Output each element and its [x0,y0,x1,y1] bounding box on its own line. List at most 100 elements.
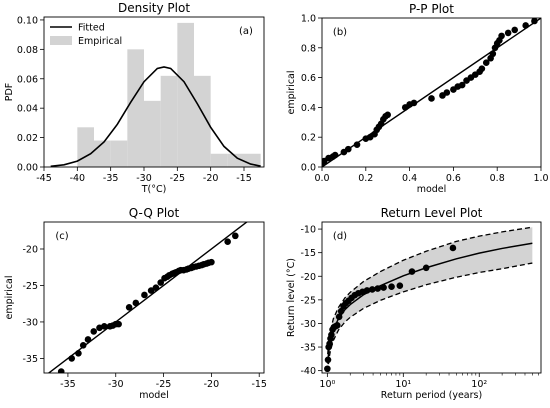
data-point [482,59,490,66]
data-point [374,285,381,292]
scatter-points [57,232,239,373]
panel-tag: (b) [333,27,347,38]
histogram-bar [144,100,161,167]
histogram-bar [160,75,178,167]
histogram-bar [210,153,228,167]
reference-line [47,222,248,373]
y-tick-label: -35 [300,343,316,354]
x-tick-label: 0.6 [446,173,461,184]
histogram-bar [177,22,194,167]
data-point [368,286,376,293]
data-point [511,26,519,34]
data-point [498,32,505,40]
data-point [408,268,416,275]
x-axis-label: model [417,184,447,195]
data-point [141,291,148,299]
x-tick-label: 10² [471,379,487,390]
data-point [337,307,345,315]
data-point [388,283,395,290]
data-point [132,299,140,307]
y-tick-label: 0.02 [17,133,38,144]
y-tick-label: -30 [22,317,38,328]
data-point [531,18,538,25]
y-tick-label: 0.08 [17,45,38,56]
x-tick-label: -20 [203,173,219,184]
confidence-band [327,227,533,373]
axes-frame [43,16,265,168]
data-point [224,238,231,245]
data-point [335,313,343,321]
histogram-bar [227,153,244,167]
x-tick-label: -35 [60,379,76,390]
data-point [152,284,160,291]
data-point [363,287,371,294]
data-point [353,141,361,148]
x-axis-label: T(°C) [141,184,167,195]
x-tick-label: -30 [136,173,152,184]
data-point [522,22,529,29]
histogram-bar [77,127,94,167]
data-point [333,322,341,329]
y-tick-label: -35 [22,354,38,365]
y-axis-label: Return level (°C) [286,258,297,337]
data-point [125,304,133,311]
x-tick-label: 0.0 [314,173,329,184]
y-tick-label: 0.4 [301,103,316,114]
data-point [157,279,164,286]
x-axis-label: model [139,390,169,401]
x-tick-label: -25 [156,379,172,390]
x-tick-label: -40 [70,173,86,184]
legend-label-fitted: Fitted [78,23,105,34]
y-tick-label: -25 [22,281,38,292]
scatter-points [324,244,457,373]
x-tick-label: -45 [36,173,52,184]
data-point [504,29,512,37]
y-tick-label: -30 [300,319,316,330]
data-point [147,287,155,294]
data-point [331,151,339,159]
data-point [428,95,435,102]
fitted-curve [50,66,261,167]
y-tick-label: 1.0 [301,14,316,25]
y-tick-label: 0.2 [301,133,316,144]
x-axis-label: Return period (years) [381,390,482,401]
data-point [384,111,392,119]
x-tick-label: 0.4 [402,173,417,184]
y-tick-label: 0.6 [301,73,316,84]
y-tick-label: -10 [300,225,316,236]
data-point [443,89,451,96]
y-axis-label: empirical [4,276,15,320]
data-point [232,232,239,240]
y-tick-label: 0.06 [17,74,38,85]
data-point [324,356,332,364]
y-tick-label: 0.8 [301,43,316,54]
x-tick-label: 0.2 [358,173,373,184]
y-tick-label: -20 [300,272,316,283]
legend-label-empirical: Empirical [78,36,122,47]
panel-tag: (c) [55,231,68,242]
data-point [478,65,486,72]
x-tick-label: -20 [204,379,220,390]
data-point [489,50,497,58]
chart-title: Density Plot [118,1,190,15]
axes-frame [321,221,542,374]
legend-swatch-empirical [50,36,72,45]
data-point [57,368,65,373]
x-tick-label: -25 [170,173,186,184]
data-point [208,258,215,266]
x-tick-label: 0.8 [490,173,505,184]
y-tick-label: -40 [300,366,316,377]
data-point [115,320,122,328]
data-point [328,331,335,339]
y-axis-label: PDF [4,83,15,102]
data-point [324,365,331,373]
x-tick-label: 1.0 [533,173,548,184]
histogram-bar [127,49,144,167]
x-tick-label: -15 [236,173,252,184]
y-tick-label: 0.10 [17,15,38,26]
data-point [75,350,82,357]
axes-frame [321,17,542,168]
data-point [396,282,404,290]
data-point [79,341,87,349]
